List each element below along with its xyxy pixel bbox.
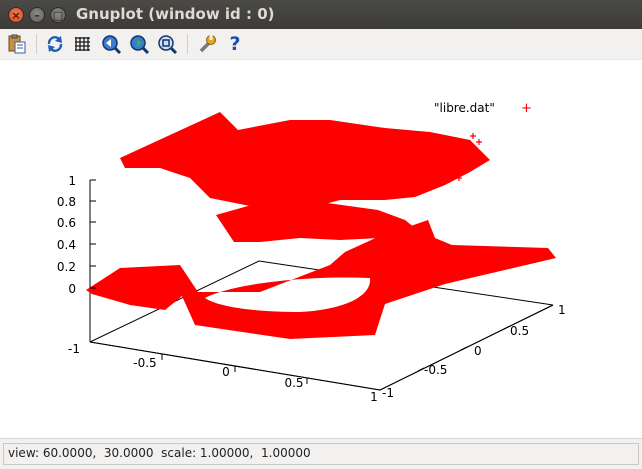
x-tick-0: 0: [222, 365, 230, 379]
zoom-next-icon[interactable]: [128, 33, 150, 55]
close-button[interactable]: ×: [8, 7, 24, 23]
scattered-points: [310, 133, 482, 209]
status-box: view: 60.0000, 30.0000 scale: 1.00000, 1…: [3, 443, 639, 465]
status-bar: view: 60.0000, 30.0000 scale: 1.00000, 1…: [0, 438, 642, 469]
toolbar-separator: [36, 34, 37, 54]
grid-icon[interactable]: [72, 33, 94, 55]
window-title: Gnuplot (window id : 0): [76, 5, 275, 23]
z-tick-0.2: 0.2: [57, 260, 76, 274]
status-text: view: 60.0000, 30.0000 scale: 1.00000, 1…: [8, 446, 311, 460]
lower-surface: [86, 220, 556, 339]
title-bar[interactable]: × – □ Gnuplot (window id : 0): [0, 0, 642, 29]
z-tick-0.6: 0.6: [57, 216, 76, 230]
clipboard-icon[interactable]: [6, 33, 28, 55]
z-tick-minus1: -1: [68, 342, 80, 356]
refresh-icon[interactable]: [44, 33, 66, 55]
plot-svg: 1 0.8 0.6 0.4 0.2 0 -1 -0.5 0 0.5 1: [57, 101, 566, 404]
autoscale-icon[interactable]: [156, 33, 178, 55]
y-tick-0: 0: [474, 344, 482, 358]
z-tick-1: 1: [68, 174, 76, 188]
y-tick-minus0.5: -0.5: [424, 363, 447, 377]
plot-canvas[interactable]: 1 0.8 0.6 0.4 0.2 0 -1 -0.5 0 0.5 1: [0, 60, 642, 438]
x-tick-0.5: 0.5: [284, 376, 303, 390]
y-tick-0.5: 0.5: [510, 324, 529, 338]
z-tick-0: 0: [68, 282, 76, 296]
toolbar-separator: [187, 34, 188, 54]
legend-marker: +: [521, 101, 532, 116]
legend-label: "libre.dat": [434, 101, 495, 115]
maximize-button[interactable]: □: [50, 7, 66, 23]
minimize-button[interactable]: –: [29, 7, 45, 23]
middle-surface: [216, 202, 415, 242]
y-tick-1: 1: [558, 303, 566, 317]
x-tick-1: 1: [370, 390, 378, 404]
z-tick-0.8: 0.8: [57, 195, 76, 209]
z-tick-0.4: 0.4: [57, 238, 76, 252]
settings-icon[interactable]: [196, 33, 218, 55]
toolbar: ?: [0, 29, 642, 60]
help-icon[interactable]: ?: [229, 33, 241, 55]
x-tick-minus0.5: -0.5: [133, 356, 156, 370]
upper-surface: [120, 112, 490, 208]
y-tick-minus1: -1: [382, 386, 394, 400]
zoom-previous-icon[interactable]: [100, 33, 122, 55]
